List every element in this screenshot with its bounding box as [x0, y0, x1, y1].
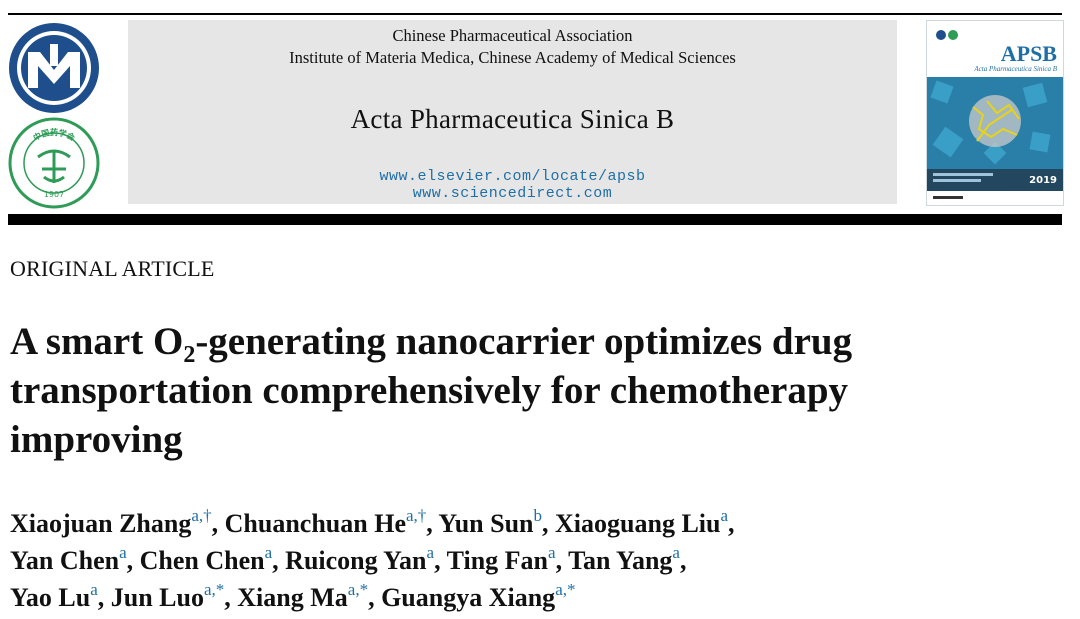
author: Xiaojuan Zhanga,†,	[10, 506, 225, 538]
association-line-2: Institute of Materia Medica, Chinese Aca…	[289, 48, 736, 67]
author: Xiaoguang Liua,	[555, 506, 735, 538]
author-separator: ,	[426, 509, 439, 538]
journal-name: Acta Pharmaceutica Sinica B	[350, 104, 675, 134]
author-name: Yan Chen	[10, 546, 120, 575]
author-affiliation[interactable]: a	[90, 580, 98, 599]
author-affiliation[interactable]: b	[533, 506, 543, 525]
author: Xiang Maa,*,	[237, 580, 382, 612]
author: Ting Fana,	[446, 543, 569, 575]
institute-logo	[9, 23, 99, 113]
author-affiliation[interactable]: a,*	[555, 580, 576, 599]
author-name: Jun Luo	[110, 583, 204, 612]
author-name: Xiaoguang Liu	[555, 509, 721, 538]
author-name: Tan Yang	[568, 546, 673, 575]
author-affiliation[interactable]: a,†	[191, 506, 212, 525]
author-affiliation[interactable]: a	[720, 506, 729, 525]
author-name: Yun Sun	[438, 509, 534, 538]
author: Jun Luoa,*,	[110, 580, 238, 612]
author-separator: ,	[368, 583, 382, 612]
title-text-start: A smart O	[10, 320, 184, 363]
author: Guangya Xianga,*	[381, 580, 576, 612]
author-affiliation[interactable]: a	[119, 543, 127, 562]
author-list: Xiaojuan Zhanga,†, Chuanchuan Hea,†, Yun…	[10, 505, 1010, 616]
author-separator: ,	[211, 509, 225, 538]
author-affiliation[interactable]: a,†	[405, 506, 427, 525]
author: Yan Chena,	[10, 543, 140, 575]
author-separator: ,	[434, 546, 447, 575]
author-name: Ruicong Yan	[285, 546, 427, 575]
author: Tan Yanga,	[568, 543, 687, 575]
author-affiliation[interactable]: a,*	[347, 580, 369, 599]
author: Chuanchuan Hea,†,	[224, 506, 439, 538]
pharmaceutical-association-logo: 中国药学会 1907	[8, 117, 100, 209]
journal-cover-image: APSB Acta Pharmaceutica Sinica B 2019	[926, 20, 1064, 206]
svg-text:1907: 1907	[44, 190, 64, 199]
author: Yao Lua,	[10, 580, 111, 612]
header-top-rule	[8, 13, 1062, 15]
svg-text:Acta Pharmaceutica Sinica B: Acta Pharmaceutica Sinica B	[973, 65, 1057, 73]
author: Yun Sunb,	[438, 506, 556, 538]
author-name: Xiaojuan Zhang	[10, 509, 192, 538]
author-separator: ,	[542, 509, 556, 538]
author-name: Xiang Ma	[237, 583, 348, 612]
author-name: Yao Lu	[10, 583, 91, 612]
title-text-end: -generating nanocarrier optimizes drug t…	[10, 320, 853, 461]
author-affiliation[interactable]: a	[672, 543, 680, 562]
author-name: Chen Chen	[139, 546, 265, 575]
journal-links: www.elsevier.com/locate/apsb www.science…	[128, 168, 897, 202]
author-name: Chuanchuan He	[224, 509, 406, 538]
author-affiliation[interactable]: a	[426, 543, 435, 562]
article-title: A smart O2-generating nanocarrier optimi…	[10, 317, 910, 464]
author: Ruicong Yana,	[285, 543, 447, 575]
author-separator: ,	[224, 583, 238, 612]
author-separator: ,	[272, 546, 286, 575]
svg-text:2019: 2019	[1029, 175, 1057, 186]
author-separator: ,	[679, 546, 687, 575]
sciencedirect-link[interactable]: www.sciencedirect.com	[412, 185, 613, 202]
association-names: Chinese Pharmaceutical Association Insti…	[128, 25, 897, 69]
svg-text:中国药学会: 中国药学会	[31, 127, 76, 143]
header-bottom-rule	[8, 214, 1062, 225]
svg-text:APSB: APSB	[1001, 41, 1058, 66]
author-name: Guangya Xiang	[381, 583, 556, 612]
author-separator: ,	[728, 509, 735, 538]
author-affiliation[interactable]: a,*	[203, 580, 225, 599]
title-subscript: 2	[183, 342, 196, 368]
author: Chen Chena,	[139, 543, 286, 575]
author-separator: ,	[97, 583, 111, 612]
elsevier-link[interactable]: www.elsevier.com/locate/apsb	[379, 168, 646, 185]
association-line-1: Chinese Pharmaceutical Association	[392, 26, 633, 45]
author-name: Ting Fan	[446, 546, 549, 575]
author-affiliation[interactable]: a	[264, 543, 273, 562]
author-separator: ,	[555, 546, 569, 575]
author-affiliation[interactable]: a	[548, 543, 556, 562]
author-separator: ,	[126, 546, 140, 575]
article-type: ORIGINAL ARTICLE	[10, 256, 215, 281]
journal-header-box: Chinese Pharmaceutical Association Insti…	[128, 20, 897, 204]
